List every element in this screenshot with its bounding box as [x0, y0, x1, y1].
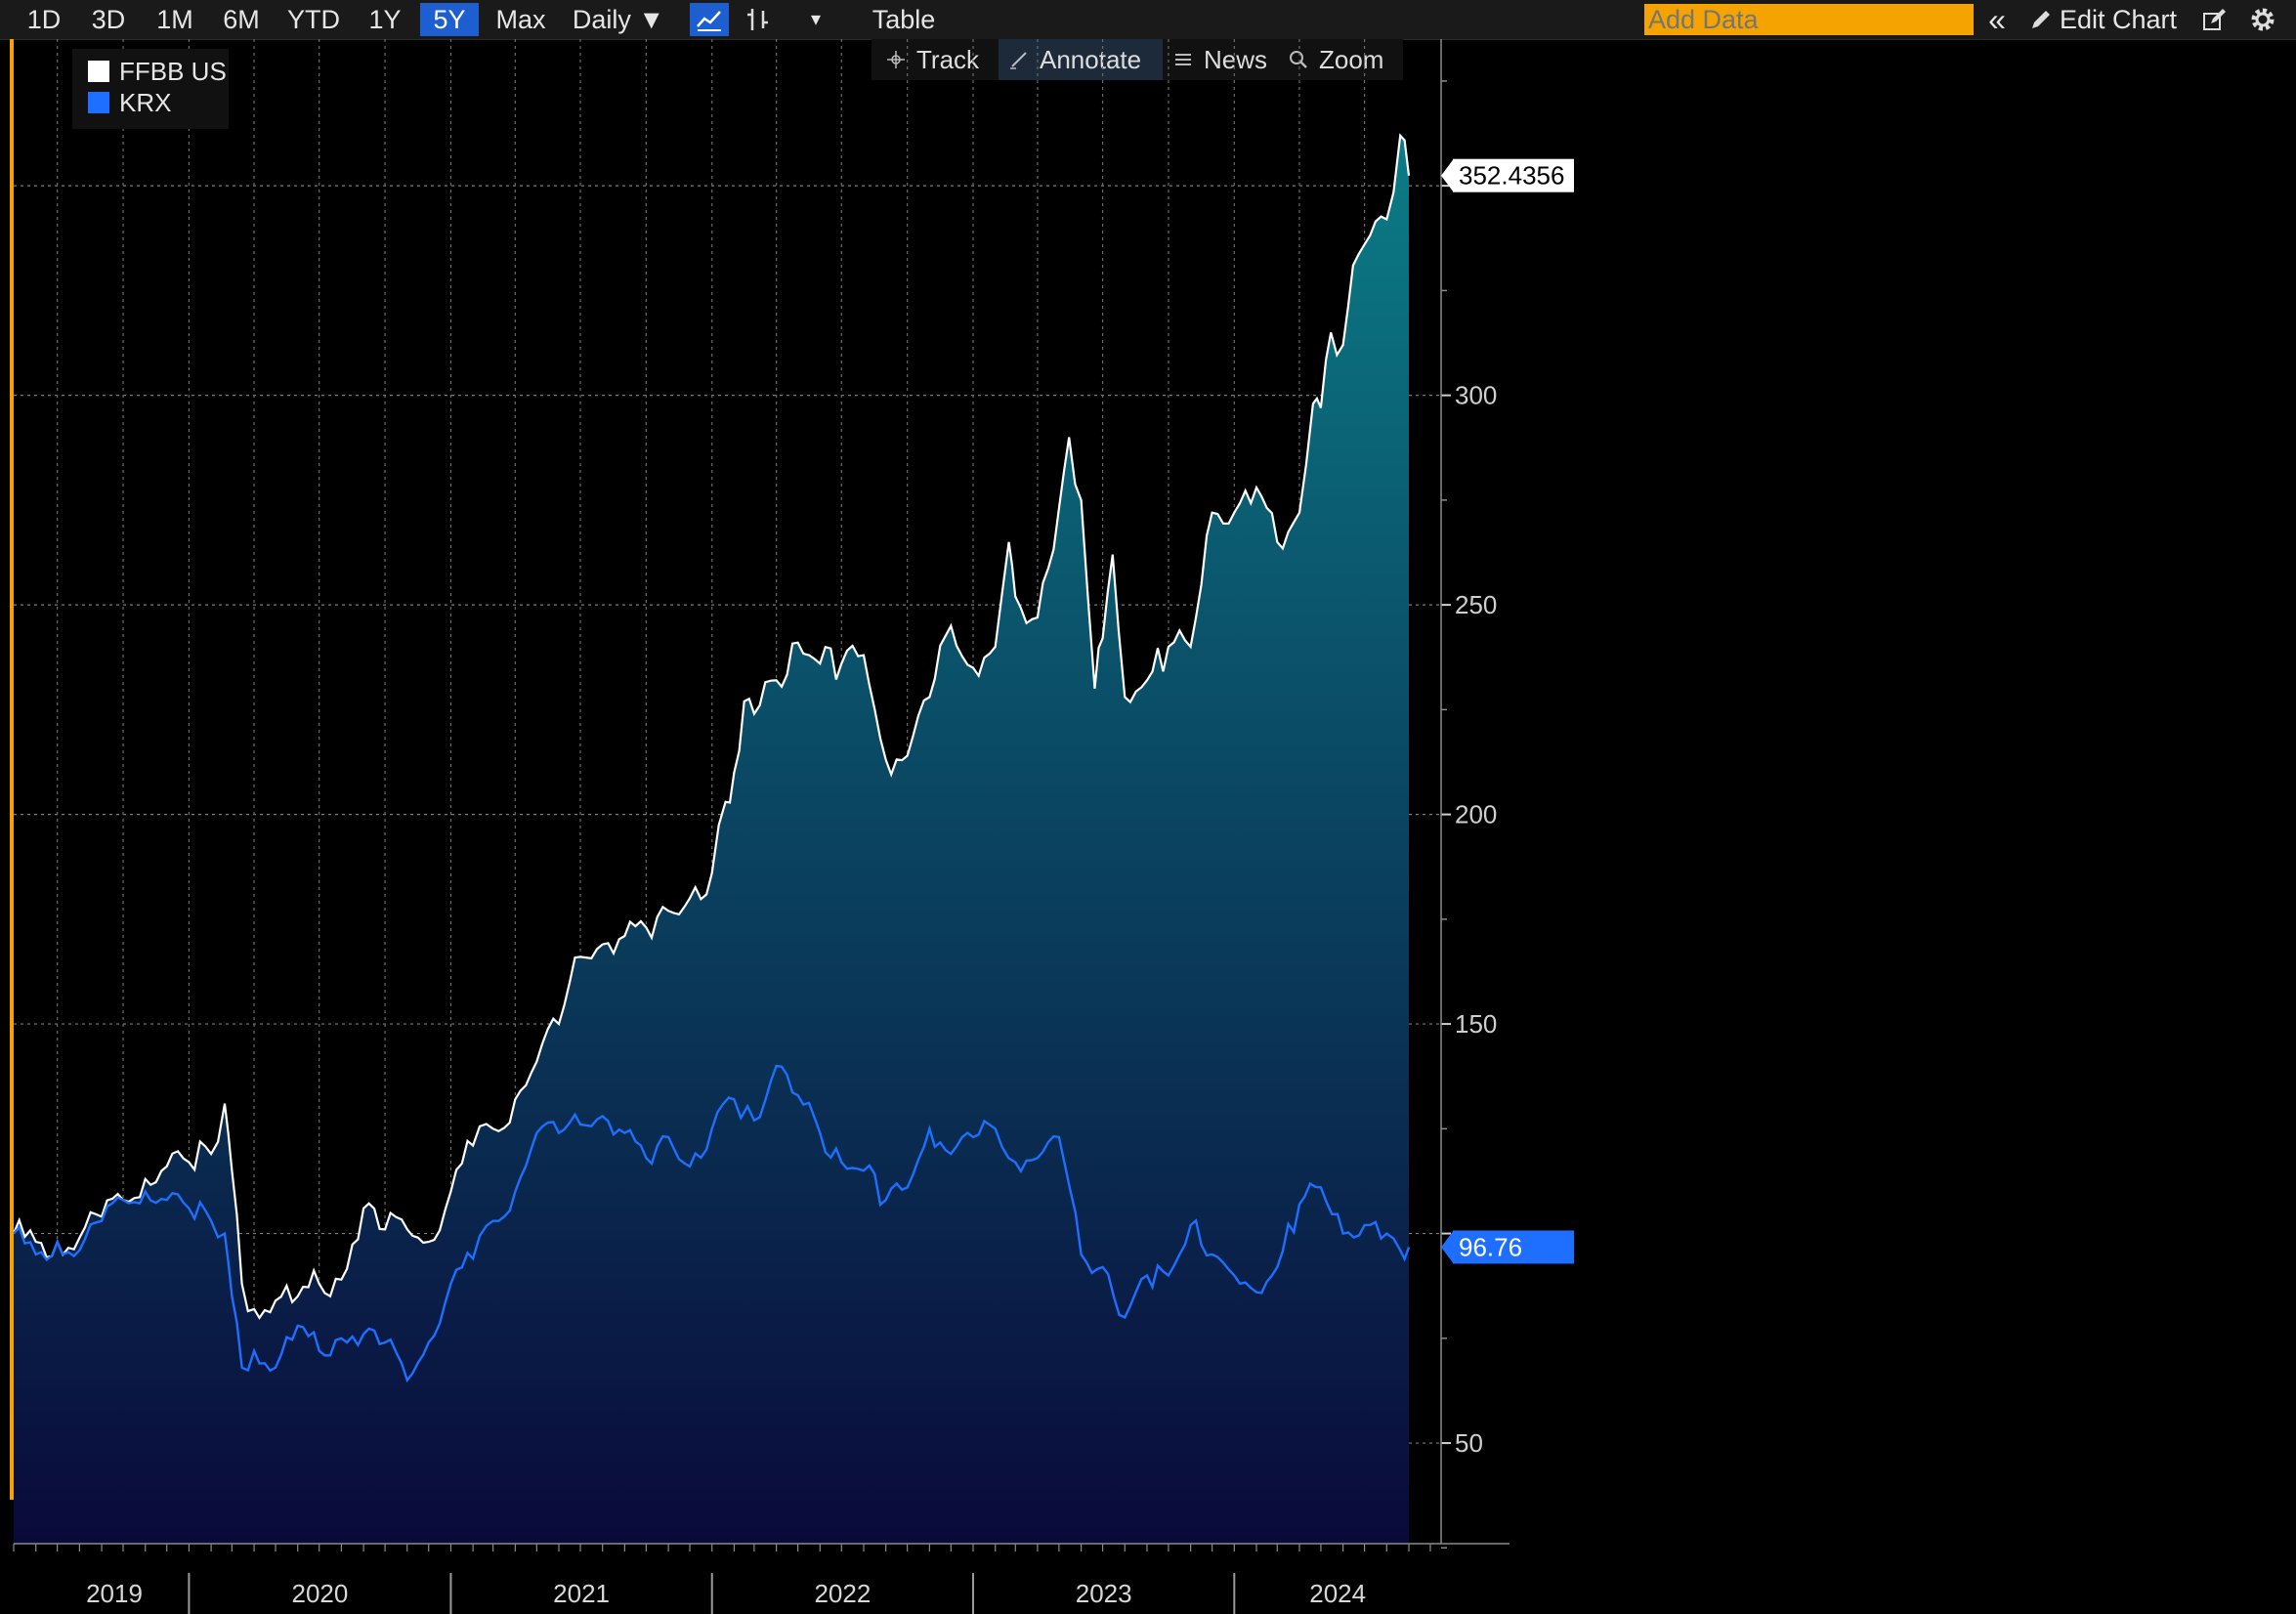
- x-year-label: 2021: [553, 1579, 610, 1608]
- ffbb-area-fill: [14, 135, 1409, 1545]
- edit-icon[interactable]: [2198, 3, 2232, 36]
- svg-text:352.4356: 352.4356: [1459, 161, 1564, 191]
- line-chart-icon[interactable]: [690, 3, 729, 36]
- legend-swatch: [88, 61, 109, 83]
- y-tick-label: 200: [1455, 800, 1497, 829]
- legend-label: FFBB US: [119, 57, 227, 86]
- y-tick-label: 250: [1455, 590, 1497, 619]
- range-1d-button[interactable]: 1D: [26, 5, 62, 34]
- y-tick-label: 300: [1455, 381, 1497, 410]
- chart-type-dropdown-arrow[interactable]: ▾: [810, 9, 822, 30]
- x-year-label: 2020: [292, 1579, 349, 1608]
- annotate-pen-icon: [1010, 52, 1027, 69]
- frequency-dropdown[interactable]: Daily ▼: [572, 5, 665, 34]
- krx-last-value-tag: 96.76: [1441, 1230, 1574, 1264]
- krx-series-line: [13, 1064, 1411, 1383]
- news-label: News: [1204, 45, 1268, 74]
- crosshair-icon: [887, 51, 905, 69]
- collapse-icon[interactable]: «: [1988, 2, 2006, 37]
- range-max-button[interactable]: Max: [495, 5, 546, 34]
- legend-item-ffbb[interactable]: FFBB US: [88, 57, 227, 86]
- range-ytd-button[interactable]: YTD: [287, 5, 340, 34]
- ffbb-series-line: [12, 133, 1411, 1320]
- annotate-label: Annotate: [1040, 45, 1142, 74]
- edit-chart-button[interactable]: Edit Chart: [2060, 5, 2178, 34]
- legend-swatch: [88, 92, 109, 114]
- ohlc-bars-icon[interactable]: [739, 3, 778, 36]
- range-1y-button[interactable]: 1Y: [368, 5, 402, 34]
- magnifier-icon: [1290, 51, 1307, 69]
- y-tick-label: 150: [1455, 1009, 1497, 1039]
- track-button[interactable]: Track: [885, 39, 1002, 80]
- chart-legend: FFBB US KRX: [72, 49, 229, 129]
- pencil-icon[interactable]: [2024, 3, 2058, 36]
- zoom-button[interactable]: Zoom: [1288, 39, 1401, 80]
- range-1m-button[interactable]: 1M: [156, 5, 193, 34]
- x-year-label: 2024: [1309, 1579, 1366, 1608]
- gear-icon[interactable]: [2245, 3, 2280, 36]
- y-tick-label: 50: [1455, 1428, 1483, 1458]
- add-data-input[interactable]: [1644, 4, 1974, 35]
- zoom-label: Zoom: [1319, 45, 1384, 74]
- ffbb-last-value-tag: 352.4356: [1441, 158, 1574, 192]
- track-label: Track: [916, 45, 980, 74]
- table-button[interactable]: Table: [872, 5, 936, 34]
- range-3d-button[interactable]: 3D: [91, 5, 126, 34]
- legend-item-krx[interactable]: KRX: [88, 88, 171, 117]
- chart-subtoolbar: Track Annotate News Zoom: [872, 39, 1403, 80]
- range-6m-button[interactable]: 6M: [223, 5, 260, 34]
- range-5y-button[interactable]: 5Y: [420, 3, 479, 36]
- svg-text:96.76: 96.76: [1459, 1232, 1522, 1261]
- news-button[interactable]: News: [1172, 39, 1280, 80]
- left-accent-line: [10, 39, 14, 1500]
- annotate-button[interactable]: Annotate: [999, 39, 1163, 80]
- legend-label: KRX: [119, 88, 172, 117]
- x-year-label: 2019: [86, 1579, 143, 1608]
- news-lines-icon: [1175, 54, 1191, 66]
- x-year-label: 2022: [814, 1579, 871, 1608]
- chart-toolbar: 1D 3D 1M 6M YTD 1Y 5Y Max Daily ▼ ▾ Tabl…: [0, 0, 2296, 40]
- x-year-label: 2023: [1076, 1579, 1132, 1608]
